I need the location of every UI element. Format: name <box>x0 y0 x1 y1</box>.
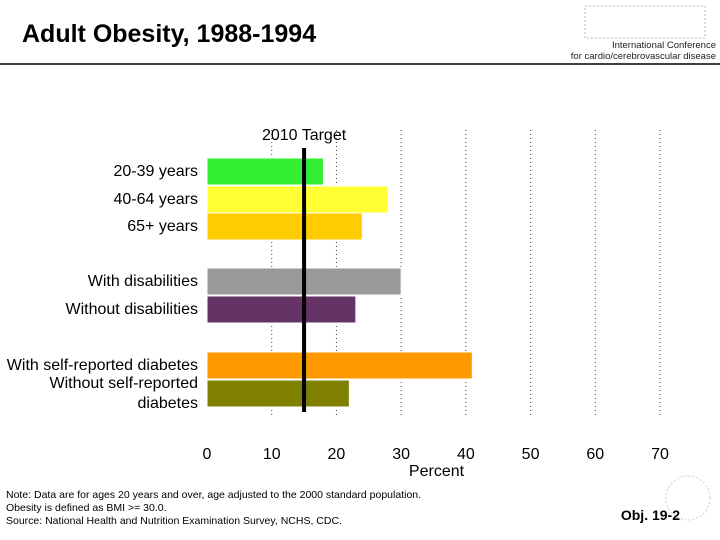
x-tick-label: 0 <box>203 446 212 463</box>
objective-code: Obj. 19-2 <box>620 507 680 523</box>
bar <box>206 212 363 241</box>
x-tick-label: 30 <box>392 446 410 463</box>
bar <box>206 295 357 324</box>
category-label: Without self-reported diabetes <box>49 375 198 412</box>
category-label: Without disabilities <box>65 301 199 318</box>
slide-title: Adult Obesity, 1988-1994 <box>22 20 317 48</box>
x-tick-label: 70 <box>651 446 669 463</box>
conference-line: International Conference <box>611 40 716 51</box>
emblem <box>665 475 711 521</box>
note-line: Obesity is defined as BMI >= 30.0. <box>6 502 167 514</box>
logo <box>584 5 706 39</box>
category-label: 40-64 years <box>113 191 199 208</box>
x-axis-label: Percent <box>409 463 465 480</box>
x-tick-label: 10 <box>263 446 281 463</box>
note-line: Note: Data are for ages 20 years and ove… <box>6 489 422 501</box>
x-tick-label: 60 <box>586 446 604 463</box>
target-label: 2010 Target <box>262 127 347 144</box>
bar <box>206 379 350 408</box>
category-label: With disabilities <box>87 273 198 290</box>
conference-line: for cardio/cerebrovascular disease <box>570 51 716 62</box>
conference-label: International Conference for cardio/cere… <box>571 40 716 62</box>
bar <box>206 351 473 380</box>
x-tick-label: 40 <box>457 446 475 463</box>
bar <box>206 185 389 214</box>
category-label: 20-39 years <box>113 163 199 180</box>
category-label: With self-reported diabetes <box>6 357 198 374</box>
notes: Note: Data are for ages 20 years and ove… <box>6 489 421 528</box>
category-label: 65+ years <box>127 218 198 235</box>
x-tick-label: 50 <box>522 446 540 463</box>
note-line: Source: National Health and Nutrition Ex… <box>6 515 342 527</box>
x-tick-label: 20 <box>328 446 346 463</box>
